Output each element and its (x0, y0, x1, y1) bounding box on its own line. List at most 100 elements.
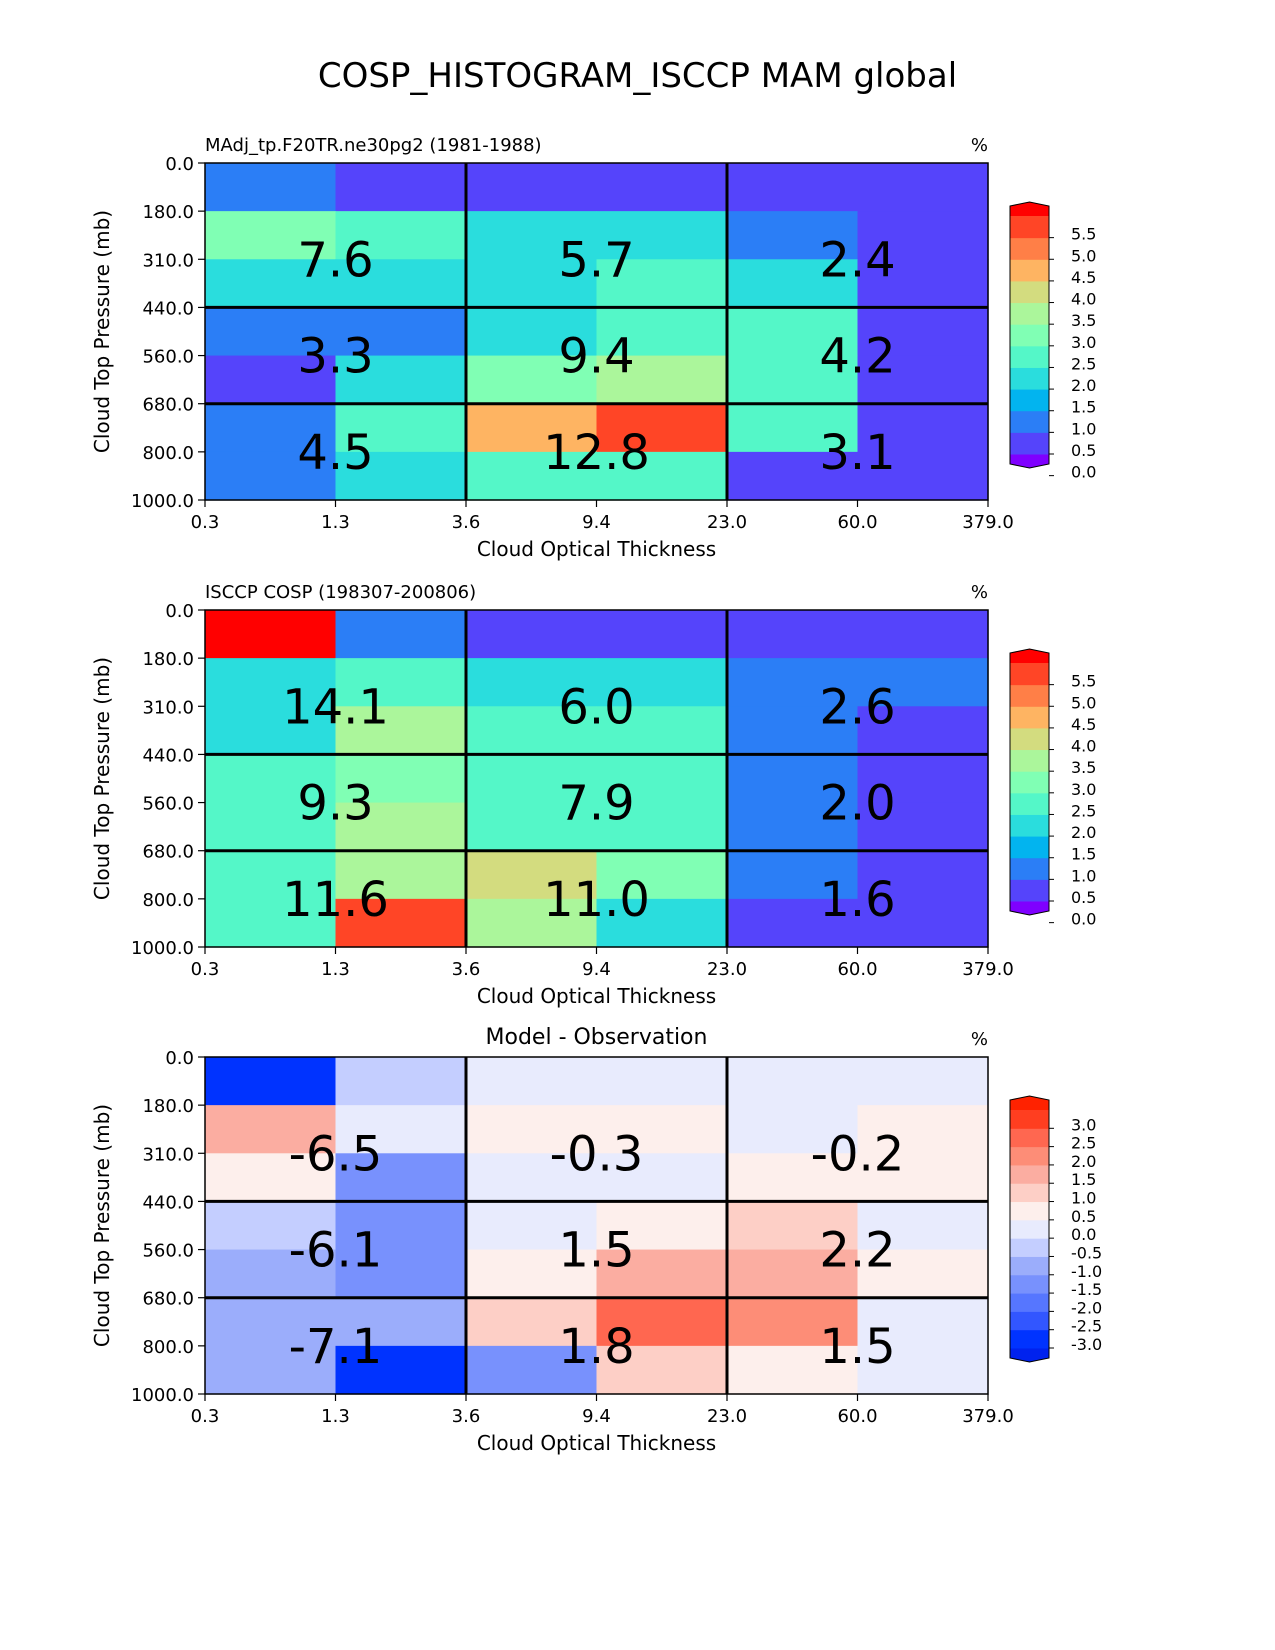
heatmap-cell (857, 403, 989, 453)
x-tick-label: 379.0 (962, 959, 1014, 980)
heatmap-cell (466, 1201, 598, 1251)
colorbar-extension-under (1010, 1348, 1049, 1362)
x-tick-label: 23.0 (707, 1406, 747, 1427)
colorbar-extension-under (1010, 901, 1049, 915)
heatmap-cell (466, 1345, 598, 1395)
colorbar-tick-label: 0.0 (1071, 1225, 1096, 1244)
heatmap-cell (727, 1249, 859, 1299)
heatmap-cell (205, 211, 337, 260)
y-tick-label: 680.0 (142, 1289, 194, 1310)
colorbar-bin (1010, 1201, 1049, 1221)
heatmap-cell (335, 211, 467, 260)
heatmap-cell (727, 1153, 859, 1203)
y-tick-label: 310.0 (142, 1144, 194, 1165)
heatmap-cell (857, 1249, 989, 1299)
y-tick-label: 1000.0 (131, 938, 194, 959)
y-tick-label: 560.0 (142, 794, 194, 815)
y-tick-label: 180.0 (142, 1096, 194, 1117)
heatmap-cell (466, 1297, 598, 1347)
x-tick-label: 23.0 (707, 512, 747, 533)
heatmap-cell (857, 658, 989, 707)
heatmap-cell (727, 754, 859, 804)
y-tick-label: 1000.0 (131, 491, 194, 512)
heatmap-cell (596, 1201, 728, 1251)
y-tick-label: 1000.0 (131, 1385, 194, 1406)
heatmap-cell (596, 1105, 728, 1154)
heatmap-cell (596, 1345, 728, 1395)
colorbar-tick-label: 1.5 (1071, 398, 1096, 417)
x-tick-label: 379.0 (962, 512, 1014, 533)
y-tick-label: 180.0 (142, 649, 194, 670)
heatmap-cell (727, 163, 859, 212)
heatmap-cell (335, 1105, 467, 1154)
y-axis-label: Cloud Top Pressure (mb) (90, 210, 114, 453)
data-label: 1.5 (558, 1223, 634, 1279)
heatmap-cell (596, 355, 728, 405)
y-tick-label: 560.0 (142, 347, 194, 368)
heatmap-cell (466, 259, 598, 309)
y-tick-label: 0.0 (165, 1048, 194, 1069)
heatmap-cell (596, 610, 728, 659)
heatmap-cell (727, 610, 859, 659)
heatmap-cell (857, 451, 989, 501)
colorbar-tick-label: 2.0 (1071, 823, 1096, 842)
colorbar-bin (1010, 302, 1049, 325)
x-tick-label: 1.3 (321, 959, 350, 980)
heatmap-cell (205, 754, 337, 804)
heatmap-cell (335, 307, 467, 357)
heatmap-cell (205, 451, 337, 501)
heatmap-cell (466, 1057, 598, 1106)
heatmap-cell (335, 706, 467, 756)
heatmap-cell (466, 1249, 598, 1299)
heatmap-cell (205, 1201, 337, 1251)
units-label: % (971, 1029, 988, 1050)
colorbar-tick-label: 4.0 (1071, 290, 1096, 309)
colorbar-bin (1010, 259, 1049, 282)
x-tick-label: 60.0 (837, 512, 877, 533)
heatmap-cell (466, 706, 598, 756)
x-tick-label: 0.3 (191, 959, 220, 980)
y-tick-label: 310.0 (142, 250, 194, 271)
colorbar-bin (1010, 879, 1049, 902)
x-tick-label: 9.4 (582, 1406, 611, 1427)
colorbar-tick-label: 5.0 (1071, 246, 1096, 265)
heatmap-cell (335, 850, 467, 900)
heatmap-cell (335, 898, 467, 948)
y-tick-label: 440.0 (142, 1192, 194, 1213)
colorbar-tick-label: 4.5 (1071, 715, 1096, 734)
heatmap-cell (335, 1153, 467, 1203)
heatmap-cell (205, 1105, 337, 1154)
y-tick-label: 800.0 (142, 443, 194, 464)
heatmap-cell (727, 706, 859, 756)
heatmap-cell (205, 259, 337, 309)
colorbar-tick-label: 0.5 (1071, 1207, 1096, 1226)
colorbar-tick-label: 2.5 (1071, 801, 1096, 820)
data-label: 14.1 (282, 679, 389, 735)
heatmap-cell (857, 850, 989, 900)
colorbar-bin (1010, 1219, 1049, 1239)
data-label: 3.3 (297, 329, 373, 385)
colorbar-extension-under (1010, 454, 1049, 468)
data-label: 11.6 (282, 872, 389, 928)
heatmap-cell (205, 1057, 337, 1106)
y-tick-label: 680.0 (142, 842, 194, 863)
data-label: 3.1 (819, 425, 895, 481)
figure-title: COSP_HISTOGRAM_ISCCP MAM global (317, 56, 958, 96)
heatmap-cell (205, 1153, 337, 1203)
heatmap-cell (335, 802, 467, 852)
x-tick-label: 1.3 (321, 512, 350, 533)
colorbar-tick-label: 5.0 (1071, 693, 1096, 712)
heatmap-cell (205, 403, 337, 453)
colorbar-bin (1010, 324, 1049, 347)
data-label: 2.4 (819, 232, 895, 288)
colorbar-tick-label: -1.0 (1071, 1262, 1102, 1281)
heatmap-cell (466, 610, 598, 659)
heatmap-cell (857, 898, 989, 948)
heatmap-cell (205, 1249, 337, 1299)
heatmap-cell (205, 1345, 337, 1395)
x-tick-label: 23.0 (707, 959, 747, 980)
y-tick-label: 680.0 (142, 395, 194, 416)
heatmap-cell (596, 307, 728, 357)
data-label: 7.9 (558, 776, 634, 832)
colorbar-tick-label: 0.0 (1071, 910, 1096, 929)
